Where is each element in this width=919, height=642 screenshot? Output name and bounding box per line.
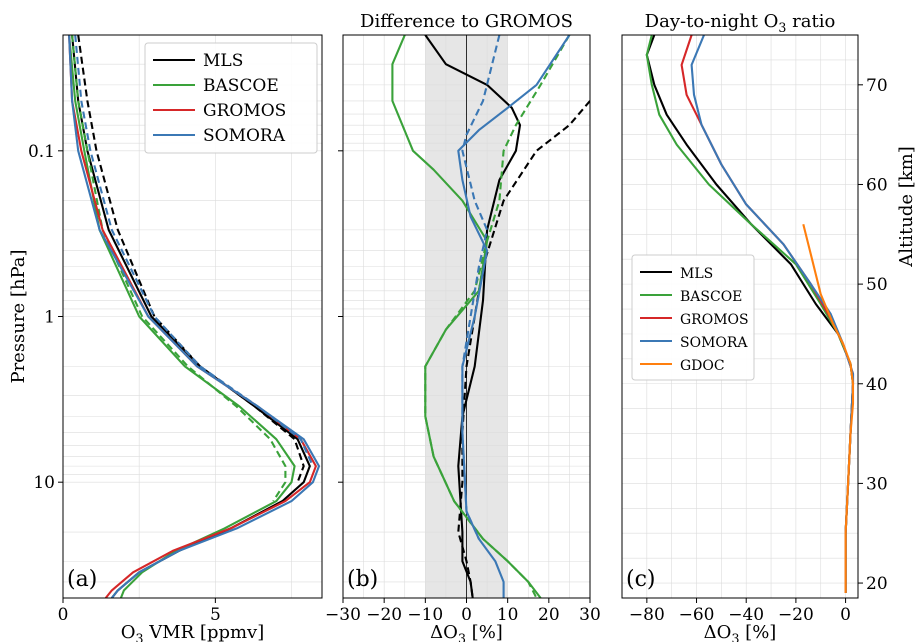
panel-b-series-somora-line (457, 35, 571, 598)
panel-a-legend-label-bascoe: BASCOE (203, 76, 279, 96)
panel-c-x-axis-label-rest: [%] (739, 622, 776, 642)
panel-c-x-tick-label: −60 (679, 605, 715, 625)
panel-c-y-tick-label: 60 (866, 175, 888, 195)
panel-c-x-axis-label-sub: 3 (731, 631, 739, 642)
panel-c-y-tick-label: 30 (866, 474, 888, 494)
panel-c-y-tick-label: 70 (866, 76, 888, 96)
panel-c-title-rest: ratio (786, 11, 835, 32)
panel-a-panel-label: (a) (67, 567, 97, 592)
panel-c-x-tick-label: −80 (629, 605, 665, 625)
panel-b-x-axis-label-main: ΔO (430, 622, 458, 642)
panel-c-x-axis-label-main: ΔO (704, 622, 732, 642)
panel-a-series-bascoe-dashed-line (71, 35, 287, 502)
panel-c-x-ticks: −80 −60 −40 −20 0 (629, 598, 851, 625)
panel-c-legend-label-gromos: GROMOS (680, 312, 749, 328)
panel-c-frame (621, 34, 859, 599)
panel-a-legend-box (144, 42, 318, 154)
panel-b-series-mls-dashed-line (457, 100, 590, 598)
panel-a-legend-label-mls: MLS (203, 51, 243, 71)
panel-c-legend-label-bascoe: BASCOE (680, 289, 742, 305)
panel-a-x-tick-label: 5 (210, 605, 221, 625)
panel-a-x-axis-label-main: O (121, 622, 136, 642)
panel-a-y-tick-label: 0.1 (28, 142, 55, 162)
panel-a-x-axis-label: O3 VMR [ppmv] (121, 622, 265, 642)
panel-c-y-axis-label: Altitude [km] (896, 146, 917, 268)
panel-a-y-axis-label: Pressure [hPa] (8, 249, 29, 383)
panel-c-y-ticks: 20 30 40 50 60 70 (858, 76, 888, 594)
panel-b-x-tick-label: −10 (407, 605, 443, 625)
panel-b-x-tick-label: −20 (366, 605, 402, 625)
panel-b-x-ticks: −30 −20 −10 0 10 20 30 (325, 598, 601, 625)
panel-c-x-axis-label: ΔO3 [%] (704, 622, 777, 642)
panel-b-y-ticks (338, 150, 343, 483)
panel-c-legend: MLS BASCOE GROMOS SOMORA GDOC (631, 254, 755, 381)
panel-a-legend-label-somora: SOMORA (203, 126, 286, 146)
panel-b-x-tick-label: 10 (497, 605, 519, 625)
panel-a-y-ticks: 0.1 1 10 (28, 142, 63, 493)
panel-c-series (645, 35, 855, 593)
panel-c-legend-label-gdoc: GDOC (680, 358, 725, 374)
panel-a-series-gromos-line (68, 35, 317, 598)
panel-a-series-somora-line (68, 35, 321, 598)
panel-c-series-gdoc-line (802, 224, 855, 593)
panel-a-x-tick-label: 0 (58, 605, 69, 625)
panel-a-y-tick-label: 1 (44, 308, 55, 328)
panel-c-legend-box (631, 254, 755, 381)
panel-b-x-axis-label-sub: 3 (458, 631, 466, 642)
panel-a-series-mls-dashed-line (77, 35, 305, 483)
panel-a-x-axis-label-rest: VMR [ppmv] (144, 622, 265, 642)
panel-b-title: Difference to GROMOS (360, 11, 573, 32)
panel-c-title: Day-to-night O3 ratio (645, 11, 836, 35)
panel-b-x-tick-label: 30 (579, 605, 601, 625)
panel-b-series (391, 35, 590, 598)
panel-b-x-tick-label: −30 (325, 605, 361, 625)
panel-a-legend-label-gromos: GROMOS (203, 101, 286, 121)
panel-a-y-tick-label: 10 (33, 473, 55, 493)
panel-a-series-somora-dashed-line (74, 35, 314, 467)
panel-c-legend-label-mls: MLS (680, 266, 713, 282)
panel-a-series (68, 35, 321, 598)
panel-c-legend-label-somora: SOMORA (680, 335, 748, 351)
panel-c-panel-label: (c) (626, 567, 656, 592)
panel-a-legend: MLS BASCOE GROMOS SOMORA (144, 42, 318, 154)
panel-c-title-sub: 3 (778, 20, 786, 35)
panel-b-panel-label: (b) (347, 567, 378, 592)
panel-c-y-tick-label: 20 (866, 574, 888, 594)
panel-a-x-axis-label-sub: 3 (135, 631, 143, 642)
panel-c-y-tick-label: 50 (866, 275, 888, 295)
panel-c-x-tick-label: 0 (840, 605, 851, 625)
panel-c-x-tick-label: −40 (728, 605, 764, 625)
panel-b-x-tick-label: 20 (538, 605, 560, 625)
panel-b-x-tick-label: 0 (461, 605, 472, 625)
panel-b-series-somora-dashed-line (461, 35, 501, 540)
panel-c-x-tick-label: −20 (778, 605, 814, 625)
panel-b: −30 −20 −10 0 10 20 30 ΔO3 [%] Difference to GRO… (325, 11, 601, 642)
panel-b-series-bascoe-dashed-line (424, 35, 571, 598)
panel-b-x-axis-label-rest: [%] (466, 622, 503, 642)
panel-b-x-axis-label: ΔO3 [%] (430, 622, 503, 642)
panel-c-y-tick-label: 40 (866, 375, 888, 395)
panel-c-title-main: Day-to-night O (645, 11, 779, 32)
